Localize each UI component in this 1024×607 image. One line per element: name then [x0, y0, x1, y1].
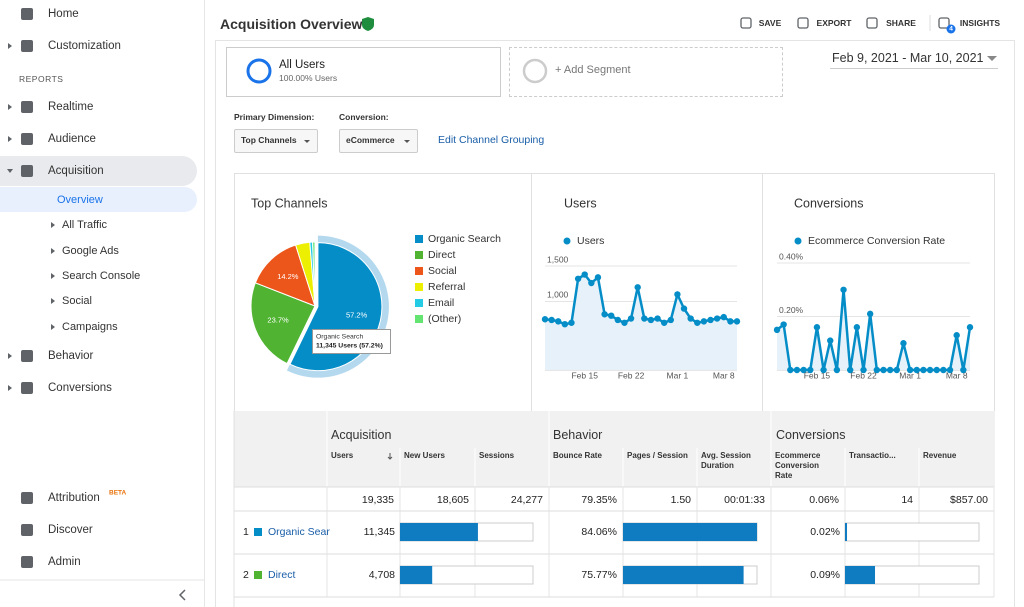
total-value: 1.50: [670, 494, 691, 506]
total-value: 24,277: [510, 494, 543, 506]
column-header[interactable]: Bounce Rate: [553, 451, 602, 460]
page-title: Acquisition Overview: [220, 16, 363, 32]
nav-item[interactable]: Admin: [48, 556, 81, 568]
row-rank: 2: [243, 569, 249, 581]
nav-item[interactable]: Conversions: [48, 382, 112, 394]
action-icon: [740, 17, 752, 29]
total-value: 0.06%: [809, 494, 839, 506]
total-value: 14: [901, 494, 913, 506]
tooltip: [312, 329, 391, 354]
group-header: Conversions: [776, 428, 846, 442]
segment-name: All Users: [279, 59, 326, 71]
total-value: 18,605: [436, 494, 469, 506]
action-button[interactable]: SAVE: [758, 18, 782, 28]
charts-panel: [234, 173, 995, 412]
nav-item[interactable]: Audience: [48, 133, 96, 145]
link[interactable]: Edit Channel Grouping: [438, 134, 545, 146]
nav-subitem[interactable]: Search Console: [62, 270, 141, 282]
row-conversion: 0.02%: [810, 526, 840, 538]
selected-item: [0, 187, 197, 212]
action-button[interactable]: INSIGHTS: [959, 18, 1001, 28]
row-users: 4,708: [368, 569, 395, 581]
total-value: 19,335: [361, 494, 394, 506]
column-header[interactable]: Pages / Session: [627, 451, 688, 460]
segment-box[interactable]: [226, 47, 501, 97]
column-header[interactable]: Transactio...: [849, 451, 896, 460]
add-segment[interactable]: + Add Segment: [555, 64, 631, 76]
nav-item[interactable]: Home: [48, 8, 79, 20]
insights-badge: 4: [949, 25, 953, 33]
add-segment-box[interactable]: [509, 47, 783, 97]
row-users: 11,345: [363, 526, 395, 538]
column-header[interactable]: Sessions: [479, 451, 515, 460]
verified-icon: [362, 17, 374, 31]
date-range[interactable]: Feb 9, 2021 - Mar 10, 2021: [832, 51, 984, 65]
nav-subitem[interactable]: Overview: [57, 194, 103, 206]
beta-badge: BETA: [109, 489, 127, 497]
row-name[interactable]: Direct: [268, 569, 296, 581]
row-bounce: 84.06%: [581, 526, 617, 538]
nav-subitem[interactable]: Campaigns: [62, 321, 118, 333]
column-header[interactable]: Revenue: [923, 451, 957, 460]
column-header[interactable]: New Users: [404, 451, 445, 460]
nav-subitem[interactable]: All Traffic: [62, 219, 108, 231]
nav-subitem[interactable]: Social: [62, 295, 92, 307]
control-label: Primary Dimension:: [234, 112, 315, 122]
action-icon: [797, 17, 809, 29]
tooltip-text: 11,345 Users (57.2%): [316, 342, 383, 350]
nav-item[interactable]: Acquisition: [48, 165, 104, 177]
action-button[interactable]: SHARE: [886, 18, 916, 28]
nav-section: REPORTS: [19, 74, 64, 84]
date-underline: [830, 68, 998, 69]
row-conversion: 0.09%: [810, 569, 840, 581]
dropdown-value: Top Channels: [241, 135, 297, 145]
dropdown-value: eCommerce: [346, 135, 395, 145]
segment-detail: 100.00% Users: [279, 73, 338, 83]
tooltip-title: Organic Search: [316, 333, 364, 341]
total-value: 00:01:33: [724, 494, 765, 506]
row-rank: 1: [243, 526, 249, 538]
nav-item[interactable]: Attribution: [48, 492, 100, 504]
total-value: 79.35%: [581, 494, 617, 506]
content-frame: [215, 40, 1015, 607]
table-header: [234, 411, 995, 487]
nav-subitem[interactable]: Google Ads: [62, 245, 119, 257]
action-button[interactable]: EXPORT: [816, 18, 852, 28]
nav-item[interactable]: Discover: [48, 524, 93, 536]
group-header: Acquisition: [331, 428, 392, 442]
column-header[interactable]: Users: [331, 451, 354, 460]
total-value: $857.00: [950, 494, 988, 506]
action-icon: [938, 17, 950, 29]
row-name[interactable]: Organic Sear: [268, 526, 330, 538]
action-icon: [866, 17, 878, 29]
control-label: Conversion:: [339, 112, 389, 122]
panel-divider: [531, 173, 532, 412]
group-header: Behavior: [553, 428, 603, 442]
row-bounce: 75.77%: [581, 569, 617, 581]
nav-item[interactable]: Realtime: [48, 101, 94, 113]
sidebar: [0, 0, 205, 607]
column-header[interactable]: Avg. Session Duration: [701, 451, 751, 470]
column-header[interactable]: Ecommerce Conversion Rate: [775, 451, 821, 480]
nav-item[interactable]: Customization: [48, 40, 121, 52]
nav-item[interactable]: Behavior: [48, 350, 94, 362]
panel-divider: [762, 173, 763, 412]
